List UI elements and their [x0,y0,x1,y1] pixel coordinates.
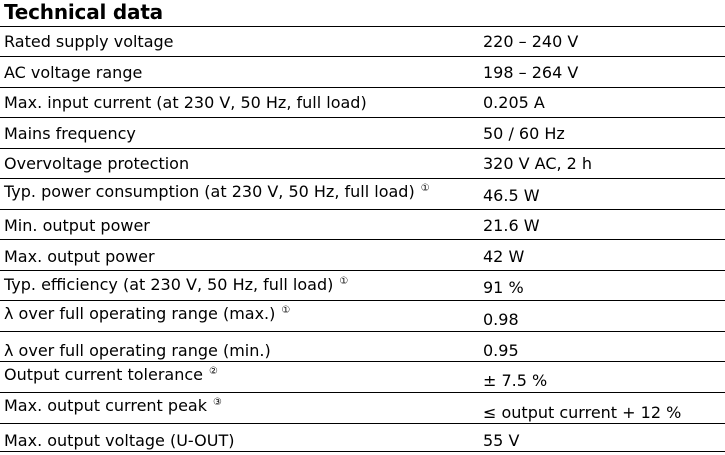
row-label-text: Max. output power [4,247,155,266]
row-value: 91 % [483,278,524,297]
row-value: 50 / 60 Hz [483,124,565,143]
table-row: Overvoltage protection 320 V AC, 2 h [0,149,725,179]
row-label: Typ. power consumption (at 230 V, 50 Hz,… [4,182,430,201]
row-label-text: Mains frequency [4,124,136,143]
footnote-marker: ① [420,183,430,194]
table-row: Max. output current peak ③ ≤ output curren… [0,393,725,424]
row-label: λ over full operating range (min.) [4,341,271,360]
row-label: λ over full operating range (max.) ① [4,304,290,323]
row-value: 0.98 [483,310,519,329]
table-row: Max. output voltage (U-OUT) 55 V [0,424,725,452]
row-label-text: Min. output power [4,216,150,235]
row-label-text: AC voltage range [4,63,143,82]
row-value: 55 V [483,431,520,450]
row-label-text: Overvoltage protection [4,154,190,173]
page-title: Technical data [4,0,163,24]
row-label: AC voltage range [4,63,142,82]
row-label-text: Typ. efficiency (at 230 V, 50 Hz, full l… [4,275,334,294]
row-label-text: Max. output current peak [4,396,207,415]
table-row: Min. output power 21.6 W [0,210,725,240]
row-label-text: Typ. power consumption (at 230 V, 50 Hz,… [4,182,415,201]
row-label-text: Max. input current (at 230 V, 50 Hz, ful… [4,93,367,112]
table-row: Typ. power consumption (at 230 V, 50 Hz,… [0,179,725,210]
footnote-marker: ② [208,366,218,377]
row-label: Max. output current peak ③ [4,396,222,415]
row-label-text: Rated supply voltage [4,32,174,51]
table-row: Rated supply voltage 220 – 240 V [0,27,725,57]
row-label-text: Output current tolerance [4,365,203,384]
table-row: λ over full operating range (max.) ① 0.98 [0,301,725,332]
row-label: Typ. efficiency (at 230 V, 50 Hz, full l… [4,275,348,294]
table-row: Mains frequency 50 / 60 Hz [0,118,725,149]
row-value: 0.205 A [483,93,545,112]
row-label: Max. output voltage (U-OUT) [4,431,234,450]
table-row: λ over full operating range (min.) 0.95 [0,332,725,362]
row-value: 0.95 [483,341,519,360]
row-label: Overvoltage protection [4,154,189,173]
technical-data-table: Rated supply voltage 220 – 240 V AC voltag… [0,26,725,452]
row-label-text: Max. output voltage (U-OUT) [4,431,235,450]
row-value: 42 W [483,247,525,266]
row-label: Mains frequency [4,124,136,143]
table-row: Output current tolerance ② ± 7.5 % [0,362,725,393]
table-row: Typ. efficiency (at 230 V, 50 Hz, full l… [0,271,725,301]
row-label: Output current tolerance ② [4,365,218,384]
row-label-text: λ over full operating range (max.) [4,304,276,323]
table-row: Max. input current (at 230 V, 50 Hz, ful… [0,88,725,118]
row-value: 46.5 W [483,186,540,205]
row-value: ≤ output current + 12 % [483,403,682,422]
table-row: Max. output power 42 W [0,240,725,271]
footnote-marker: ③ [212,397,222,408]
row-label-text: λ over full operating range (min.) [4,341,271,360]
row-value: 21.6 W [483,216,540,235]
row-value: 320 V AC, 2 h [483,154,593,173]
row-label: Rated supply voltage [4,32,174,51]
row-value: 220 – 240 V [483,32,579,51]
row-value: 198 – 264 V [483,63,579,82]
table-row: AC voltage range 198 – 264 V [0,57,725,88]
row-label: Min. output power [4,216,150,235]
row-label: Max. output power [4,247,155,266]
row-label: Max. input current (at 230 V, 50 Hz, ful… [4,93,367,112]
footnote-marker: ① [339,276,349,287]
row-value: ± 7.5 % [483,371,548,390]
footnote-marker: ① [281,305,291,316]
